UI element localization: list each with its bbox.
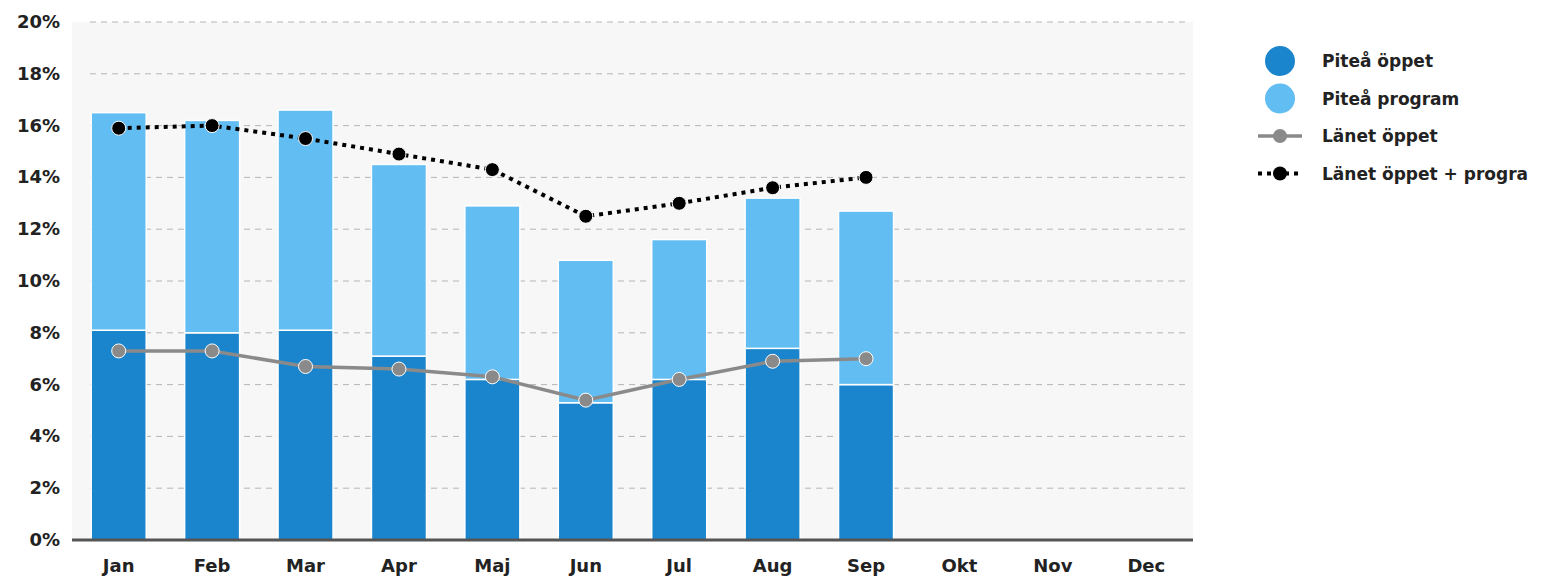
marker xyxy=(672,372,686,386)
chart: 0% 2% 4% 6% 8% 10% 12% 14% 16% 18% 20% Jan Feb Mar Apr… xyxy=(0,0,1559,585)
bar xyxy=(839,385,894,540)
bar xyxy=(558,260,613,402)
x-tick-label: Feb xyxy=(194,555,231,576)
legend-swatch xyxy=(1273,167,1287,181)
bar xyxy=(745,198,800,348)
y-tick-label: 16% xyxy=(17,115,60,136)
x-axis xyxy=(72,539,1193,542)
bar xyxy=(185,120,240,332)
marker xyxy=(112,344,126,358)
bar xyxy=(371,356,426,540)
y-tick-label: 12% xyxy=(17,218,60,239)
y-tick-label: 4% xyxy=(29,425,60,446)
bar xyxy=(465,379,520,540)
legend-swatch xyxy=(1265,84,1295,114)
marker xyxy=(579,209,593,223)
bar xyxy=(91,330,146,540)
marker xyxy=(859,352,873,366)
grid-line xyxy=(90,384,1185,385)
grid-line xyxy=(90,22,1185,23)
marker xyxy=(392,362,406,376)
bar xyxy=(185,333,240,540)
bar xyxy=(371,164,426,356)
x-tick-label: Nov xyxy=(1033,555,1072,576)
legend-swatch xyxy=(1265,46,1295,76)
marker xyxy=(485,163,499,177)
marker xyxy=(766,181,780,195)
marker xyxy=(392,147,406,161)
marker xyxy=(485,370,499,384)
y-tick-label: 18% xyxy=(17,63,60,84)
y-tick-label: 14% xyxy=(17,166,60,187)
grid-line xyxy=(90,73,1185,74)
line xyxy=(119,126,866,217)
bar xyxy=(91,113,146,331)
marker xyxy=(205,119,219,133)
legend-label: Piteå program xyxy=(1322,88,1459,109)
legend-label: Piteå öppet xyxy=(1322,50,1433,71)
legend-label: Länet öppet xyxy=(1322,126,1438,146)
x-tick-label: Sep xyxy=(847,555,885,576)
marker xyxy=(205,344,219,358)
line xyxy=(119,351,866,400)
bar xyxy=(652,240,707,380)
marker xyxy=(859,170,873,184)
marker xyxy=(579,393,593,407)
grid-line xyxy=(90,488,1185,489)
y-tick-label: 2% xyxy=(29,477,60,498)
bar xyxy=(745,348,800,540)
grid-line xyxy=(90,125,1185,126)
marker xyxy=(299,132,313,146)
x-tick-label: Mar xyxy=(286,555,325,576)
x-tick-label: Dec xyxy=(1127,555,1165,576)
x-tick-label: Okt xyxy=(942,555,978,576)
x-tick-label: Aug xyxy=(753,555,793,576)
grid-line xyxy=(90,177,1185,178)
y-tick-label: 10% xyxy=(17,270,60,291)
marks xyxy=(91,110,893,540)
y-tick-label: 6% xyxy=(29,374,60,395)
marker xyxy=(766,354,780,368)
x-tick-label: Maj xyxy=(474,555,510,576)
plot-area xyxy=(72,22,1193,540)
grid-line xyxy=(90,229,1185,230)
marker xyxy=(299,359,313,373)
x-tick-label: Apr xyxy=(381,555,417,576)
y-tick-label: 20% xyxy=(17,11,60,32)
marker xyxy=(672,196,686,210)
y-tick-label: 8% xyxy=(29,322,60,343)
bar xyxy=(465,206,520,380)
grid-line xyxy=(90,281,1185,282)
legend-swatch xyxy=(1273,129,1287,143)
grid-line xyxy=(90,332,1185,333)
marker xyxy=(112,121,126,135)
grid-line xyxy=(90,436,1185,437)
bar xyxy=(558,403,613,540)
y-tick-label: 0% xyxy=(29,529,60,550)
bar xyxy=(652,379,707,540)
x-tick-label: Jul xyxy=(664,555,692,576)
x-tick-label: Jun xyxy=(568,555,602,576)
x-tick-label: Jan xyxy=(101,555,135,576)
legend-label: Länet öppet + progra xyxy=(1322,164,1528,184)
